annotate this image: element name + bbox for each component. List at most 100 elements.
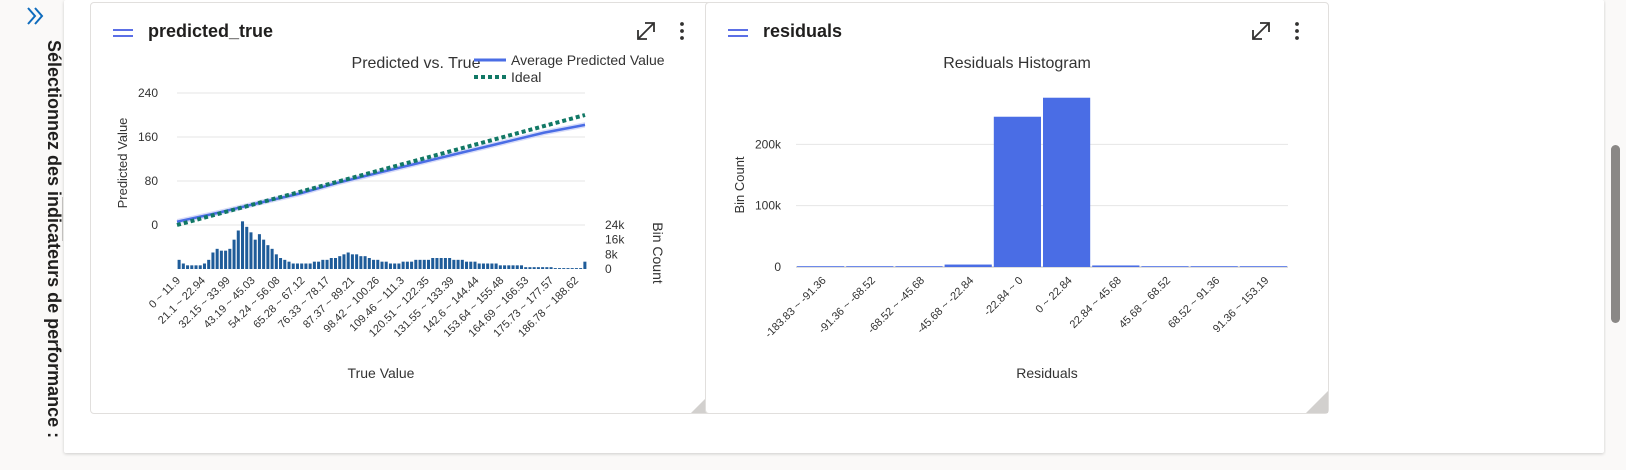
metrics-panel: predicted_true Predicted vs. True Averag…	[64, 0, 1604, 453]
x-tick-label: 22.84 ~ 45.68	[1068, 275, 1124, 331]
bin-count-bar	[541, 267, 545, 269]
bin-count-bar	[515, 265, 519, 269]
legend-label-average: Average Predicted Value	[511, 52, 665, 68]
bin-count-bar	[329, 258, 333, 269]
histogram-bar	[1043, 97, 1091, 267]
y-axis-label: Bin Count	[732, 156, 747, 213]
bin-count-bar	[536, 267, 540, 269]
y-tick-label: 80	[145, 174, 159, 188]
bin-count-bar	[397, 263, 401, 269]
ideal-line	[176, 113, 586, 227]
more-vertical-icon[interactable]	[1288, 18, 1306, 44]
y2-axis-label: Bin Count	[650, 222, 666, 284]
legend-label-ideal: Ideal	[511, 69, 541, 85]
bin-count-bar	[384, 261, 388, 269]
bin-count-bar	[300, 263, 304, 269]
bin-count-bar	[519, 265, 523, 269]
x-tick-label: -22.84 ~ 0	[982, 275, 1026, 319]
bin-count-bar	[363, 256, 367, 269]
bin-count-bar	[372, 259, 376, 269]
bin-count-bar	[549, 267, 553, 269]
bin-count-bar	[376, 259, 380, 269]
bin-count-bar	[443, 258, 447, 269]
chevron-double-right-icon[interactable]	[24, 4, 48, 28]
bin-count-bar	[566, 268, 570, 269]
bin-count-bar	[532, 267, 536, 269]
bin-count-bar	[448, 258, 452, 269]
bin-count-bar	[241, 221, 245, 269]
bin-count-bar	[405, 261, 409, 269]
card-header: residuals	[706, 3, 1328, 59]
bin-count-bar	[228, 248, 232, 269]
bin-count-bar	[422, 259, 426, 269]
x-axis-label: Residuals	[1016, 365, 1077, 381]
scrollbar-thumb[interactable]	[1611, 145, 1620, 323]
x-tick-label: 0 ~ 22.84	[1034, 275, 1075, 316]
bin-count-bar	[245, 226, 249, 269]
bin-count-bar	[469, 261, 473, 269]
bin-count-bar	[308, 263, 312, 269]
bin-count-bar	[291, 263, 295, 269]
bin-count-bar	[503, 265, 507, 269]
bin-count-bar	[359, 256, 363, 269]
histogram-bar	[1141, 266, 1189, 267]
bin-count-bar	[190, 265, 194, 269]
y-tick-label: 160	[138, 130, 158, 144]
bin-count-bar	[481, 263, 485, 269]
bin-count-bar	[321, 259, 325, 269]
expand-diagonal-icon[interactable]	[633, 18, 659, 44]
bin-count-bar	[266, 245, 270, 269]
y2-tick-label: 24k	[605, 218, 625, 232]
bin-count-bar	[435, 258, 439, 269]
hamburger-icon[interactable]	[728, 27, 748, 39]
hamburger-icon[interactable]	[113, 27, 133, 39]
bin-count-bar	[393, 263, 397, 269]
expand-diagonal-icon[interactable]	[1248, 18, 1274, 44]
bin-count-bar	[279, 258, 283, 269]
bin-count-bar	[498, 265, 502, 269]
resize-handle-icon[interactable]	[1306, 391, 1328, 413]
bin-count-bar	[304, 263, 308, 269]
bin-count-bar	[295, 263, 299, 269]
bin-count-bar	[570, 268, 574, 269]
bin-count-bar	[558, 268, 562, 269]
bin-count-bar	[477, 263, 481, 269]
bin-count-bar	[574, 268, 578, 269]
bin-count-bar	[562, 268, 566, 269]
histogram-bar	[797, 266, 845, 267]
bin-count-bar	[388, 263, 392, 269]
card-header: predicted_true	[91, 3, 713, 59]
bin-count-bar	[338, 256, 342, 269]
y2-tick-label: 16k	[605, 233, 625, 247]
bin-count-bar	[202, 263, 206, 269]
bin-count-bar	[211, 252, 215, 269]
y2-tick-label: 8k	[605, 247, 619, 261]
more-vertical-icon[interactable]	[673, 18, 691, 44]
bin-count-bar	[545, 267, 549, 269]
bin-count-bar	[333, 258, 338, 269]
bin-count-bar	[410, 261, 414, 269]
bin-count-bar	[325, 259, 329, 269]
bin-count-bar	[186, 265, 190, 269]
y-tick-label: 0	[151, 218, 158, 232]
histogram-bar	[1190, 266, 1238, 267]
y-tick-label: 200k	[755, 137, 782, 151]
y-tick-label: 100k	[755, 199, 782, 213]
bin-count-bar	[426, 259, 431, 269]
bin-count-bar	[465, 261, 469, 269]
bin-count-bar	[257, 234, 261, 269]
predicted-vs-true-chart: Predicted vs. True Average Predicted Val…	[115, 52, 666, 381]
bin-count-bar	[198, 265, 202, 269]
bin-count-bar	[494, 263, 498, 269]
y2-tick-label: 0	[605, 262, 612, 276]
y-tick-label: 240	[138, 86, 158, 100]
histogram-bar	[1239, 266, 1287, 267]
bin-count-bar	[249, 232, 253, 269]
histogram-bar	[846, 266, 894, 267]
histogram-bar	[1092, 265, 1140, 267]
bin-count-bar	[177, 259, 181, 269]
bin-count-bar	[350, 254, 354, 269]
bin-count-bar	[367, 258, 371, 269]
bin-count-bar	[232, 239, 236, 269]
